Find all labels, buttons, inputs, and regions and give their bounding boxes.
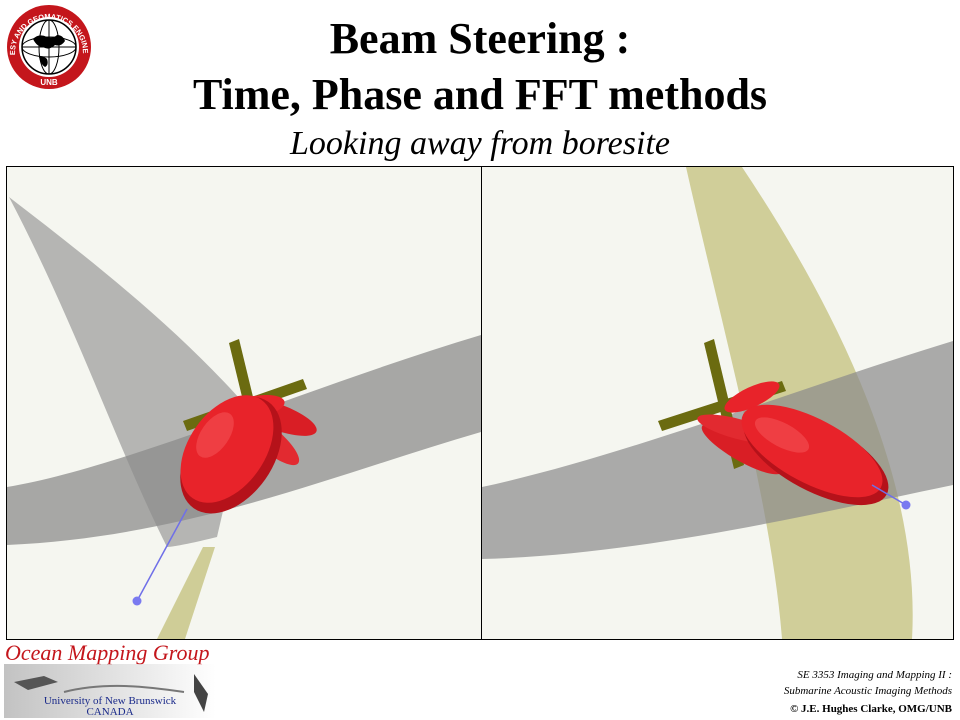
olive-fan-left bbox=[157, 547, 215, 639]
steer-line-right bbox=[871, 484, 907, 506]
beam-panels bbox=[6, 166, 954, 640]
steer-point-right bbox=[901, 500, 911, 510]
steer-line-left bbox=[136, 508, 188, 602]
left-beam-render bbox=[7, 167, 481, 639]
main-lobe-left bbox=[180, 395, 274, 503]
side-lobe-r2 bbox=[701, 423, 783, 475]
university-name: University of New Brunswick CANADA bbox=[43, 695, 177, 718]
group-name: Ocean Mapping Group bbox=[5, 640, 210, 665]
right-beam-render bbox=[482, 167, 953, 639]
side-lobe-r1 bbox=[724, 381, 780, 413]
fft-panel bbox=[482, 167, 953, 639]
page-title-line2: Time, Phase and FFT methods bbox=[192, 70, 768, 119]
page-subtitle: Looking away from boresite bbox=[290, 125, 670, 162]
course-line1: SE 3353 Imaging and Mapping II : bbox=[797, 669, 952, 681]
course-info: SE 3353 Imaging and Mapping II : Submari… bbox=[784, 667, 952, 699]
time-delay-panel bbox=[7, 167, 482, 639]
course-line2: Submarine Acoustic Imaging Methods bbox=[783, 685, 952, 697]
logo-bottom-text: UNB bbox=[40, 78, 58, 87]
page-title-line1: Beam Steering : bbox=[329, 14, 631, 63]
ggе-unb-logo: UNB GEODESY AND GEOMATICS ENGINEERING bbox=[5, 3, 91, 89]
ocean-mapping-artwork bbox=[4, 664, 216, 718]
steer-point-left bbox=[132, 596, 142, 606]
copyright: © J.E. Hughes Clarke, OMG/UNB bbox=[790, 703, 952, 715]
gray-fan-right bbox=[482, 341, 953, 559]
